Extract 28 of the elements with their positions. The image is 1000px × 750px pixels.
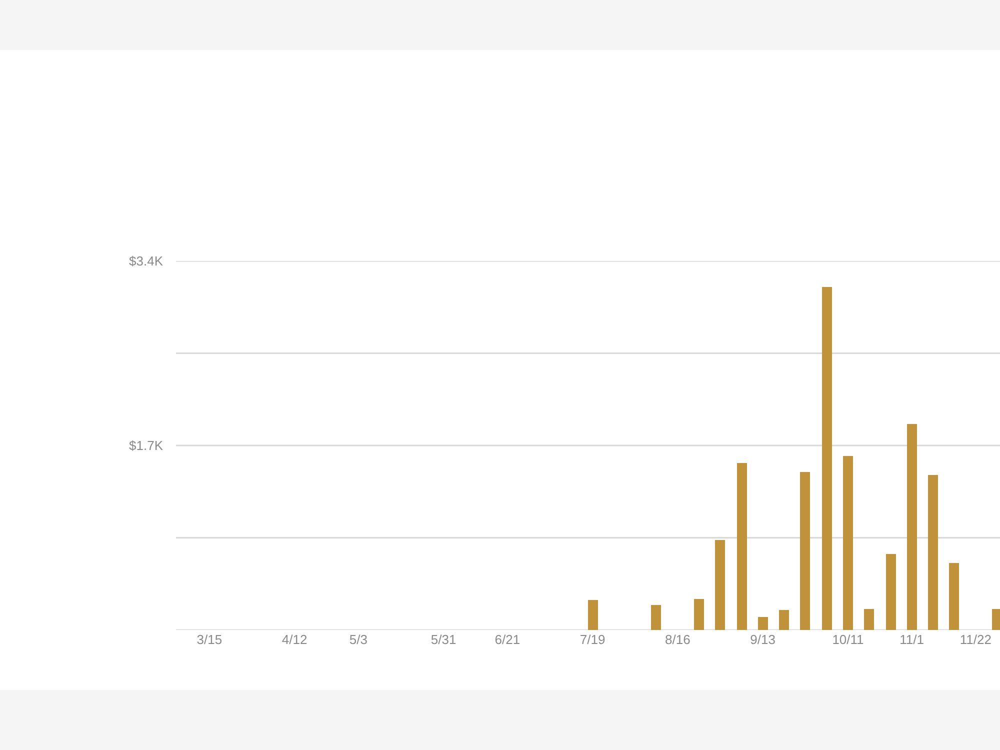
bar [779, 610, 789, 630]
bar [694, 599, 704, 630]
x-tick-label: 11/1 [900, 632, 924, 647]
x-tick-label: 4/12 [282, 632, 308, 647]
bar [843, 456, 853, 630]
bar [886, 554, 896, 630]
bar [588, 600, 598, 630]
bar [864, 609, 874, 630]
x-tick-label: 10/11 [832, 632, 864, 647]
bar [928, 475, 938, 630]
bar [715, 540, 725, 630]
bar [822, 287, 832, 630]
x-tick-label: 11/22 [960, 632, 992, 647]
x-tick-label: 8/16 [665, 632, 690, 647]
bar [800, 472, 810, 630]
y-tick-label: $1.7K [129, 438, 164, 454]
bar [949, 563, 959, 630]
x-tick-label: 6/21 [494, 632, 520, 647]
x-tick-label: 3/15 [196, 632, 222, 647]
x-tick-label: 5/31 [430, 632, 456, 647]
bar [737, 463, 747, 630]
y-tick-label: $3.4K [129, 254, 164, 269]
x-tick-label: 5/3 [349, 632, 368, 647]
x-tick-label: 9/13 [750, 632, 776, 647]
bar [907, 424, 917, 630]
bar [758, 617, 768, 630]
bar [651, 605, 661, 630]
x-tick-label: 7/19 [580, 632, 606, 647]
